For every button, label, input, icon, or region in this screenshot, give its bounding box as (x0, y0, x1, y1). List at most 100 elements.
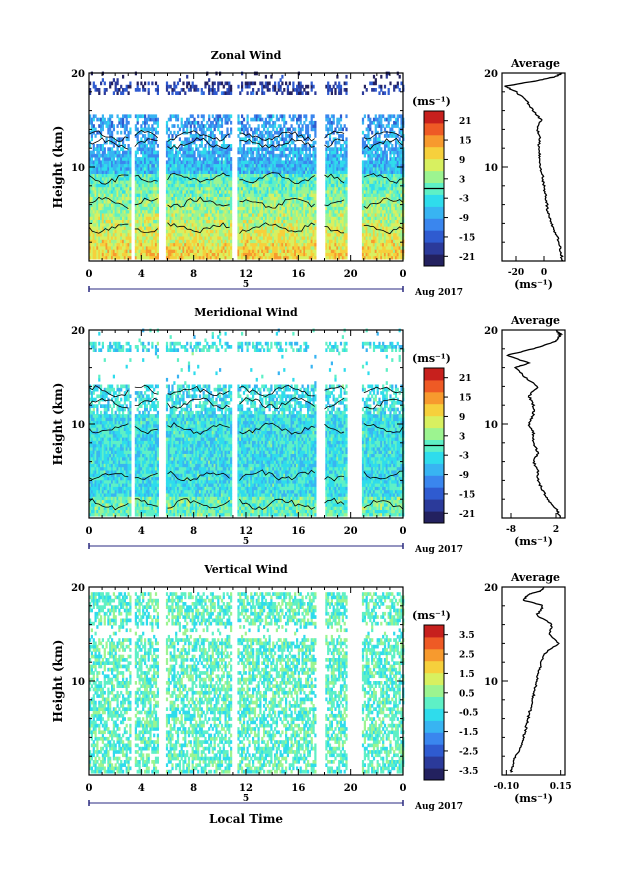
heatmap-cell (288, 160, 291, 165)
heatmap-cell (239, 242, 242, 247)
heatmap-cell (127, 157, 130, 161)
heatmap-cell (242, 130, 246, 135)
heatmap-cell (94, 222, 97, 227)
heatmap-cell (277, 229, 280, 234)
heatmap-cell (154, 222, 158, 227)
heatmap-cell (118, 209, 121, 214)
heatmap-cell (292, 140, 295, 145)
heatmap-cell (101, 216, 104, 220)
heatmap-cell (279, 252, 282, 257)
heatmap-cell (244, 167, 247, 171)
heatmap-cell (215, 176, 218, 181)
heatmap-cell (116, 147, 119, 151)
heatmap-cell (144, 190, 147, 194)
heatmap-cell (191, 163, 194, 168)
heatmap-cell (285, 216, 288, 220)
heatmap-cell (257, 147, 260, 151)
heatmap-cell (253, 130, 257, 135)
heatmap-cell (292, 150, 295, 155)
heatmap-cell (107, 193, 110, 197)
heatmap-cell (279, 209, 282, 214)
heatmap-cell (266, 193, 269, 197)
heatmap-cell (134, 196, 137, 201)
heatmap-cell (123, 180, 126, 184)
heatmap-cell (171, 255, 174, 260)
heatmap-cell (314, 190, 317, 194)
heatmap-cell (197, 153, 200, 158)
heatmap-cell (272, 219, 275, 224)
heatmap-cell (193, 203, 196, 207)
heatmap-cell (252, 91, 255, 95)
heatmap-cell (208, 144, 211, 148)
heatmap-cell (101, 150, 104, 155)
heatmap-cell (292, 190, 295, 194)
heatmap-cell (244, 170, 247, 174)
heatmap-cell (248, 134, 251, 138)
heatmap-cell (175, 239, 178, 244)
heatmap-cell (211, 249, 214, 253)
heatmap-cell (208, 124, 211, 128)
heatmap-cell (195, 213, 198, 217)
heatmap-cell (169, 242, 172, 247)
heatmap-cell (290, 140, 293, 145)
heatmap-cell (209, 239, 213, 244)
heatmap-cell (290, 242, 293, 247)
heatmap-cell (169, 193, 172, 197)
heatmap-cell (328, 84, 332, 89)
heatmap-cell (310, 229, 313, 234)
heatmap-cell (281, 137, 284, 142)
heatmap-cell (219, 160, 222, 165)
heatmap-cell (253, 167, 257, 171)
heatmap-cell (299, 232, 302, 237)
heatmap-cell (275, 193, 278, 197)
heatmap-cell (114, 242, 117, 247)
heatmap-cell (136, 147, 139, 151)
heatmap-cell (202, 147, 205, 151)
heatmap-cell (90, 216, 93, 220)
heatmap-cell (270, 213, 273, 217)
heatmap-cell (114, 88, 117, 92)
heatmap-cell (286, 84, 289, 89)
heatmap-cell (272, 213, 275, 217)
heatmap-cell (308, 157, 311, 161)
heatmap-cell (169, 150, 172, 155)
heatmap-cell (107, 216, 110, 220)
heatmap-cell (89, 209, 92, 214)
heatmap-cell (272, 134, 275, 138)
heatmap-cell (123, 153, 126, 158)
heatmap-cell (105, 140, 108, 145)
heatmap-cell (118, 246, 121, 250)
heatmap-cell (277, 176, 280, 181)
heatmap-cell (257, 153, 260, 158)
heatmap-cell (211, 193, 214, 197)
heatmap-cell (226, 222, 229, 227)
heatmap-cell (107, 209, 110, 214)
heatmap-cell (252, 246, 255, 250)
heatmap-cell (242, 216, 246, 220)
heatmap-cell (169, 144, 172, 148)
heatmap-cell (219, 176, 222, 181)
heatmap-cell (94, 147, 97, 151)
heatmap-cell (285, 170, 288, 174)
heatmap-cell (92, 84, 95, 89)
heatmap-cell (250, 216, 253, 220)
heatmap-cell (112, 255, 115, 260)
heatmap-cell (184, 219, 187, 224)
heatmap-cell (153, 239, 156, 244)
heatmap-cell (274, 216, 277, 220)
heatmap-cell (112, 219, 115, 224)
heatmap-cell (220, 120, 224, 125)
heatmap-cell (176, 160, 180, 165)
heatmap-cell (165, 144, 169, 148)
heatmap-cell (310, 239, 313, 244)
heatmap-cell (103, 219, 106, 224)
heatmap-cell (147, 176, 150, 181)
heatmap-cell (109, 180, 112, 184)
heatmap-cell (101, 249, 104, 253)
heatmap-cell (283, 180, 286, 184)
heatmap-cell (237, 216, 240, 220)
heatmap-cell (270, 229, 273, 234)
heatmap-cell (107, 226, 110, 230)
heatmap-cell (310, 196, 313, 201)
heatmap-cell (202, 114, 205, 119)
